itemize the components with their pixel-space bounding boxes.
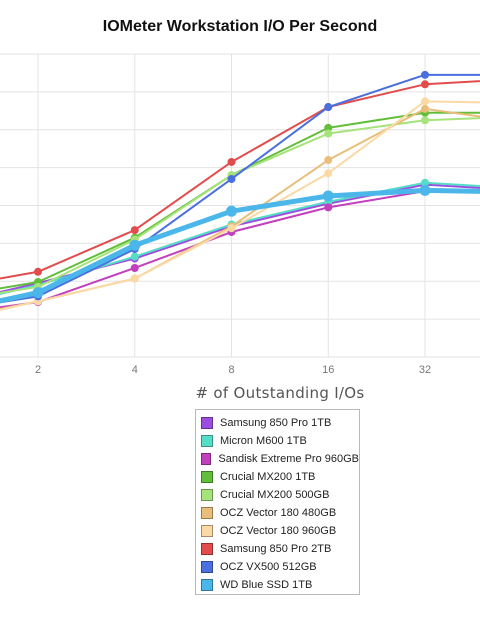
series-lines (0, 70, 480, 311)
data-point[interactable] (421, 80, 429, 89)
legend-item[interactable]: Sandisk Extreme Pro 960GB (196, 450, 359, 468)
legend-label: Micron M600 1TB (220, 435, 307, 447)
x-tick-label: 8 (228, 364, 234, 376)
data-point[interactable] (227, 224, 236, 233)
legend-item[interactable]: Samsung 850 Pro 1TB (196, 414, 359, 432)
data-point[interactable] (324, 129, 333, 138)
data-point[interactable] (130, 263, 139, 272)
legend-swatch (201, 543, 213, 555)
legend-label: Samsung 850 Pro 2TB (220, 543, 332, 555)
data-point[interactable] (129, 239, 141, 251)
data-point[interactable] (226, 205, 237, 217)
data-point[interactable] (421, 97, 429, 106)
legend: Samsung 850 Pro 1TB Micron M600 1TB Sandis… (195, 409, 360, 595)
chart-title: IOMeter Workstation I/O Per Second (102, 18, 378, 35)
legend-swatch (201, 489, 213, 501)
data-point[interactable] (324, 123, 333, 132)
x-tick-labels: 2 4 8 16 32 (35, 364, 431, 376)
data-point[interactable] (32, 287, 44, 299)
data-point[interactable] (324, 156, 333, 165)
legend-label: Samsung 850 Pro 1TB (220, 417, 332, 429)
data-point[interactable] (227, 157, 236, 166)
legend-swatch (201, 525, 213, 537)
data-point[interactable] (324, 169, 333, 178)
legend-swatch (201, 417, 213, 429)
data-point[interactable] (130, 274, 139, 283)
legend-label: WD Blue SSD 1TB (220, 579, 313, 591)
legend-swatch (201, 561, 213, 573)
legend-swatch (201, 507, 213, 519)
legend-swatch (201, 453, 212, 465)
series-line (0, 80, 480, 280)
legend-label: Crucial MX200 1TB (220, 471, 316, 483)
x-tick-label: 2 (35, 364, 41, 376)
data-point[interactable] (130, 226, 139, 235)
series-line (0, 183, 480, 294)
legend-item[interactable]: OCZ Vector 180 960GB (196, 522, 359, 540)
data-point[interactable] (419, 184, 431, 196)
legend-label: Crucial MX200 500GB (220, 489, 330, 501)
series-sandisk-extreme-pro-960gb (0, 187, 480, 309)
grid (0, 53, 480, 358)
data-point[interactable] (421, 178, 429, 187)
data-point[interactable] (421, 116, 429, 125)
data-point[interactable] (322, 190, 334, 202)
series-ocz-vector-180-480gb (0, 104, 480, 311)
legend-item[interactable]: OCZ Vector 180 480GB (196, 504, 359, 522)
legend-swatch (201, 579, 213, 591)
data-point[interactable] (324, 103, 333, 112)
legend-label: OCZ Vector 180 480GB (220, 507, 337, 519)
series-ocz-vector-180-960gb (0, 97, 480, 311)
legend-item[interactable]: Crucial MX200 1TB (196, 468, 359, 486)
data-point[interactable] (421, 104, 429, 113)
data-point[interactable] (324, 203, 333, 212)
data-point[interactable] (421, 70, 429, 79)
legend-item[interactable]: Micron M600 1TB (196, 432, 359, 450)
data-point[interactable] (130, 252, 139, 261)
legend-swatch (201, 435, 213, 447)
legend-label: OCZ VX500 512GB (220, 561, 317, 573)
legend-item[interactable]: WD Blue SSD 1TB (196, 576, 359, 594)
data-point[interactable] (227, 174, 236, 183)
x-tick-label: 32 (419, 364, 431, 376)
legend-item[interactable]: Samsung 850 Pro 2TB (196, 540, 359, 558)
legend-item[interactable]: Crucial MX200 500GB (196, 486, 359, 504)
legend-label: OCZ Vector 180 960GB (220, 525, 337, 537)
x-tick-label: 4 (132, 364, 138, 376)
series-wd-blue-ssd-1tb (0, 184, 480, 304)
series-line (0, 187, 480, 304)
x-tick-label: 16 (322, 364, 334, 376)
data-point[interactable] (34, 267, 42, 276)
legend-label: Sandisk Extreme Pro 960GB (218, 453, 359, 465)
series-samsung-850-pro-2tb (0, 80, 480, 280)
series-line (0, 181, 480, 295)
legend-swatch (201, 471, 213, 483)
legend-item[interactable]: OCZ VX500 512GB (196, 558, 359, 576)
x-axis-label: # of Outstanding I/Os (195, 384, 365, 402)
